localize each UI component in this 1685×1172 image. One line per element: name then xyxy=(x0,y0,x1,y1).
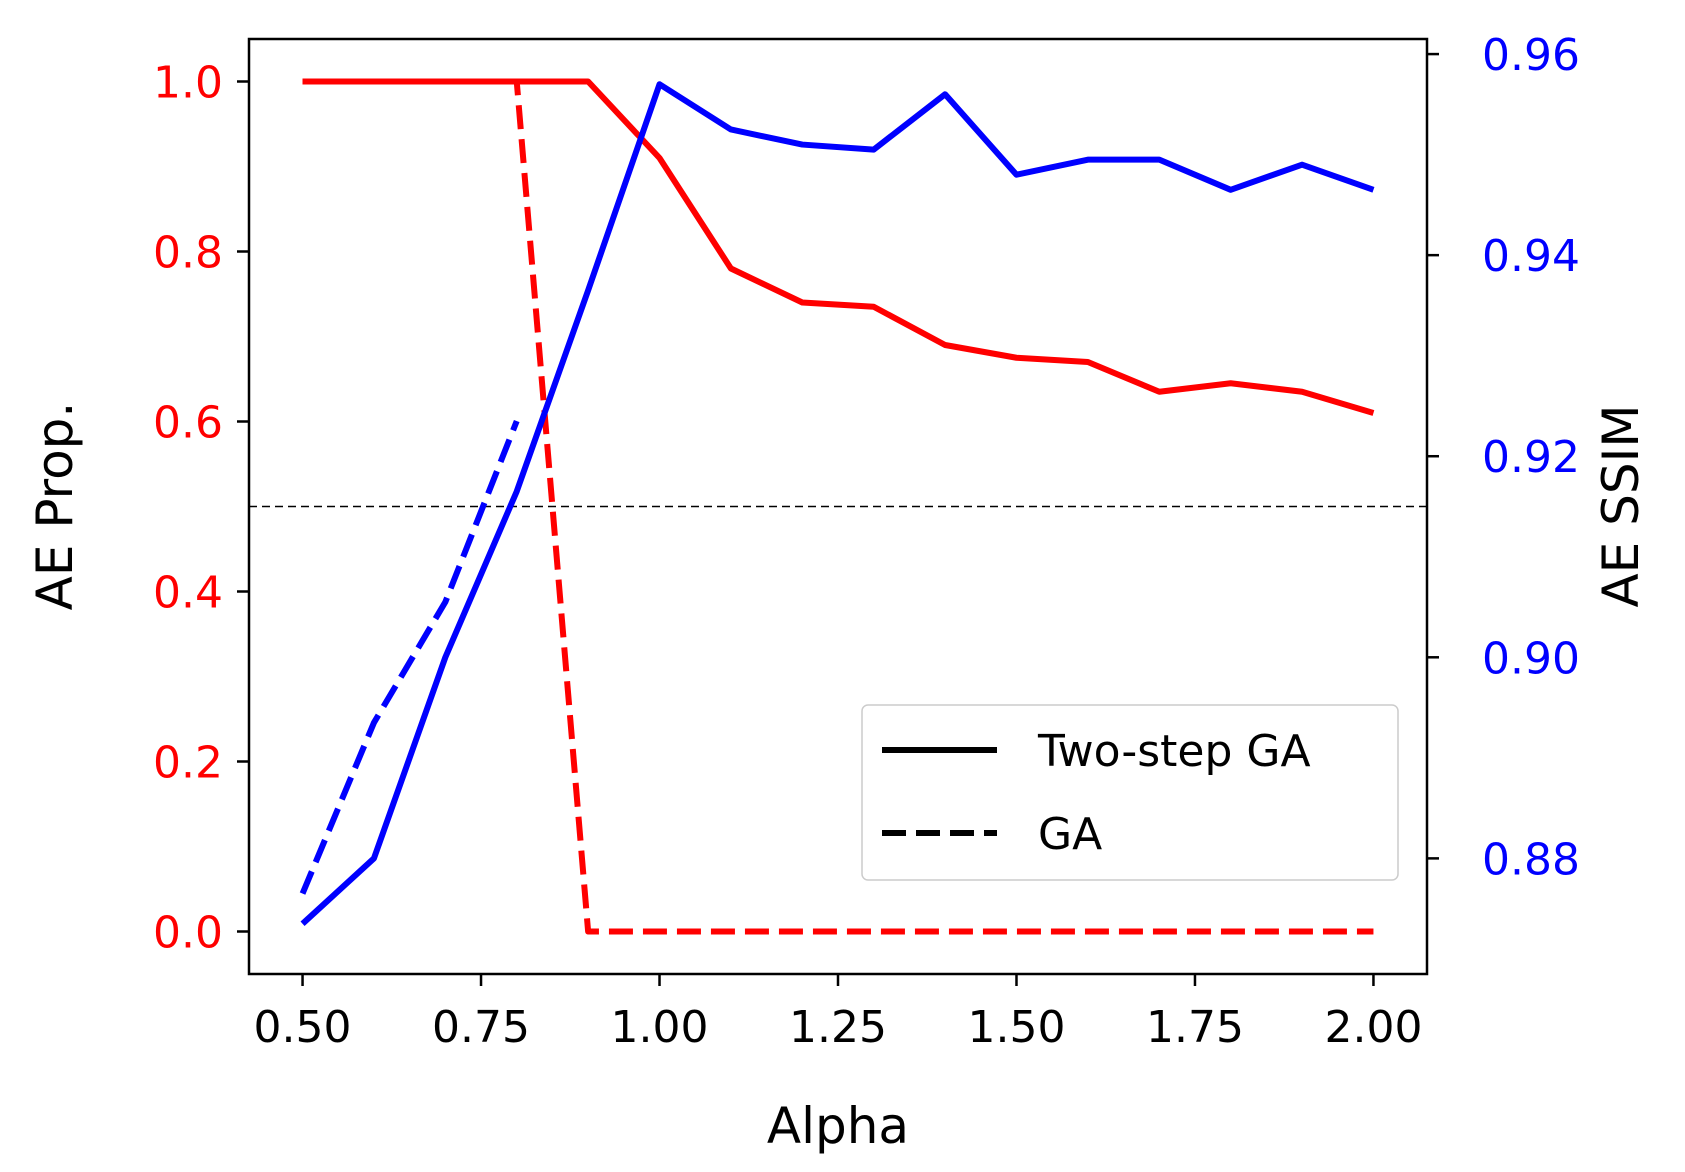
series-group xyxy=(299,78,1375,935)
left-y-tick-label: 0.2 xyxy=(153,738,223,789)
series-line-1 xyxy=(302,78,1374,935)
x-tick-label: 1.50 xyxy=(968,1002,1066,1053)
right-y-axis-ticks: 0.88 0.90 0.92 0.94 0.96 xyxy=(1427,30,1580,885)
right-y-tick-label: 0.88 xyxy=(1482,834,1580,885)
x-tick-label: 1.75 xyxy=(1146,1002,1244,1053)
right-y-axis-title: AE SSIM xyxy=(1592,404,1650,607)
x-tick-label: 1.00 xyxy=(611,1002,709,1053)
legend: Two-step GA GA xyxy=(861,704,1399,881)
right-y-tick-label: 0.92 xyxy=(1482,432,1580,483)
left-y-axis-title: AE Prop. xyxy=(26,402,84,611)
right-y-tick-label: 0.94 xyxy=(1482,231,1580,282)
x-axis-title: Alpha xyxy=(767,1097,909,1155)
legend-label-two-step-ga: Two-step GA xyxy=(1037,726,1311,777)
right-y-tick-label: 0.96 xyxy=(1482,30,1580,81)
x-tick-label: 0.75 xyxy=(432,1002,530,1053)
series-line-2 xyxy=(300,81,1375,926)
left-y-tick-label: 0.6 xyxy=(153,398,223,449)
right-y-tick-label: 0.90 xyxy=(1482,633,1580,684)
left-y-axis-ticks: 0.0 0.2 0.4 0.6 0.8 1.0 xyxy=(153,58,249,959)
x-axis-ticks: 0.50 0.75 1.00 1.25 1.50 1.75 2.00 xyxy=(254,974,1422,1053)
left-y-tick-label: 0.8 xyxy=(153,228,223,279)
left-y-tick-label: 0.4 xyxy=(153,568,223,619)
legend-label-ga: GA xyxy=(1038,809,1102,860)
x-tick-label: 0.50 xyxy=(254,1002,352,1053)
left-y-tick-label: 0.0 xyxy=(153,908,223,959)
x-tick-label: 2.00 xyxy=(1324,1002,1422,1053)
x-tick-label: 1.25 xyxy=(789,1002,887,1053)
left-y-tick-label: 1.0 xyxy=(153,58,223,109)
series-line-3 xyxy=(299,419,520,895)
